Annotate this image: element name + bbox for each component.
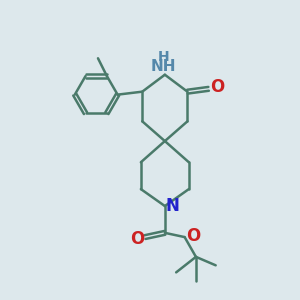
- Text: O: O: [130, 230, 144, 247]
- Text: N: N: [165, 197, 179, 215]
- Text: H: H: [158, 50, 169, 64]
- Text: O: O: [186, 226, 200, 244]
- Text: NH: NH: [151, 59, 176, 74]
- Text: O: O: [210, 78, 224, 96]
